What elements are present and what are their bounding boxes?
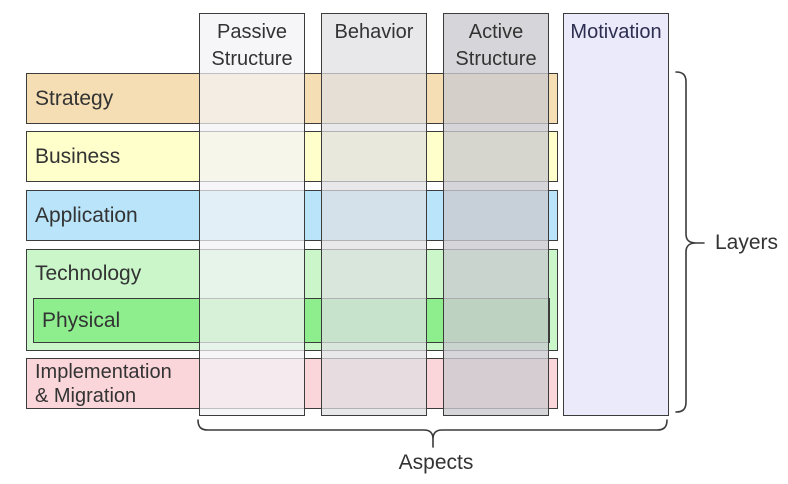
aspect-column-active-structure: Active Structure: [443, 13, 549, 416]
aspect-label-passive-structure: Passive Structure: [211, 21, 293, 70]
layer-label-technology: Technology: [35, 262, 142, 285]
aspect-label-behavior: Behavior: [334, 21, 414, 43]
aspect-label-motivation: Motivation: [570, 21, 662, 43]
layer-label-strategy: Strategy: [35, 86, 114, 110]
layers-brace: [675, 71, 705, 413]
layer-label-physical: Physical: [42, 308, 121, 332]
layers-label: Layers: [715, 231, 779, 254]
layer-label-implementation-migration: Implementation & Migration: [35, 360, 172, 407]
aspect-column-behavior: Behavior: [321, 13, 427, 416]
aspect-column-motivation: Motivation: [563, 13, 669, 416]
layer-label-business: Business: [35, 144, 121, 168]
layer-label-application: Application: [35, 203, 138, 227]
aspect-column-passive-structure: Passive Structure: [199, 13, 305, 416]
aspects-brace: [197, 419, 668, 448]
aspects-label: Aspects: [398, 451, 474, 474]
aspect-label-active-structure: Active Structure: [455, 21, 537, 70]
